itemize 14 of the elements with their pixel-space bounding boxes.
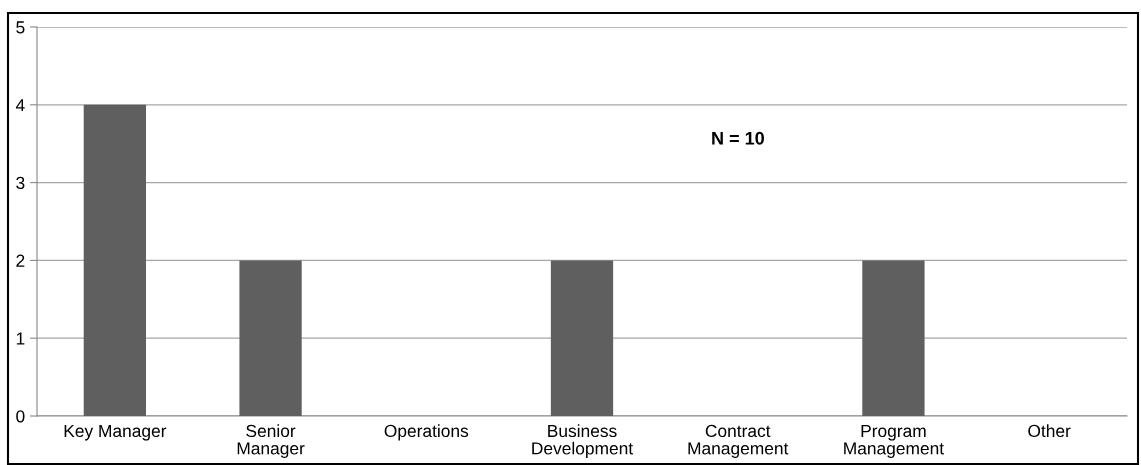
y-tick-label: 2 [16,254,25,267]
annotation: N = 10 [712,131,764,145]
y-tick-label: 4 [15,99,25,112]
y-tick-label: 1 [16,332,25,345]
y-tick-label: 3 [16,176,25,190]
y-tick-label: 0 [16,410,25,423]
x-tick-label: Contract Management [688,424,789,458]
x-tick-label: Key Manager [64,424,167,441]
y-tick-label: 5 [16,21,25,34]
x-tick-label: Program Management [844,424,944,458]
x-tick-label: Operations [384,424,469,441]
x-tick-label: Business Development [532,424,634,458]
x-tick-label: Other [1028,424,1071,438]
x-tick-label: Senior Manager [237,424,305,458]
